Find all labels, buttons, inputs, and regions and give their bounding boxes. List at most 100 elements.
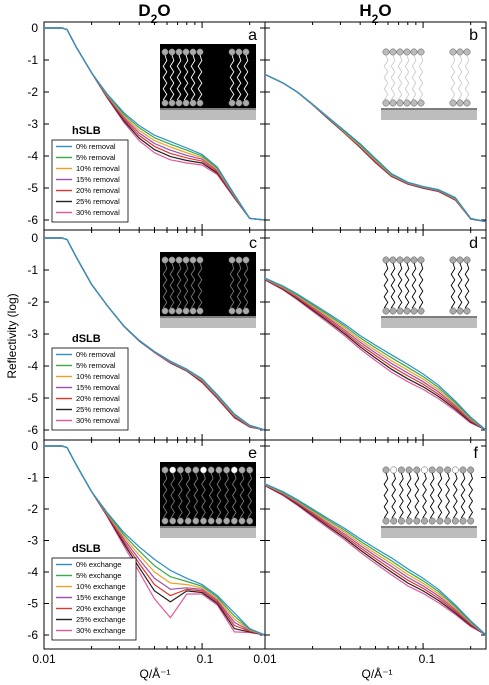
lipid-tail-icon [162,262,168,309]
legend-entry: 25% removal [76,405,120,414]
lipid-head-icon [161,307,169,315]
lipid-head-icon [463,99,471,107]
y-tick-label: -4 [27,565,38,579]
lipid-head-icon [428,517,436,525]
lipid-head-icon [463,256,471,264]
lipid-tail-icon [229,262,235,309]
lipid-head-icon [161,99,169,107]
legend-box [51,347,129,431]
lipid-tail-icon [399,472,404,519]
lipid-head-icon [168,256,176,264]
lipid-head-icon [436,517,444,525]
panel-d: d [264,229,487,441]
legend-entry: 25% removal [76,197,120,206]
substrate-oxide [160,526,256,528]
series-group [265,277,486,431]
lipid-head-icon [176,466,184,474]
lipid-tail-icon [178,472,183,519]
substrate-oxide [160,316,256,318]
lipid-head-icon [161,256,169,264]
lipid-tail-icon [429,472,435,519]
legend-entry: 20% removal [76,394,120,403]
lipid-tail-icon [437,472,443,519]
substrate-block [160,318,256,328]
lipid-tail-icon [176,262,182,309]
lipid-head-icon [228,256,236,264]
lipid-head-icon [223,517,231,525]
lipid-head-icon [242,256,250,264]
series-group [44,445,265,636]
legend-entry: 5% removal [76,361,116,370]
lipid-head-icon [456,307,464,315]
lipid-head-icon [246,466,254,474]
lipid-head-icon [389,48,397,56]
lipid-head-icon [169,517,177,525]
lipid-head-icon [242,307,250,315]
legend-entry: 0% removal [76,350,116,359]
legend-entry: 15% removal [76,383,120,392]
series-line-1 [265,483,486,636]
y-tick-label: -6 [27,423,38,437]
lipid-tail-icon [450,262,456,309]
lipid-tail-icon [464,54,470,101]
lipid-tail-icon [243,262,249,309]
series-line-0 [44,445,265,636]
lipid-head-icon [413,517,421,525]
lipid-head-icon [403,99,411,107]
legend-entry: 10% exchange [76,582,126,591]
y-tick-label: -5 [27,181,38,195]
legend-entry: 20% removal [76,186,120,195]
lipid-tail-icon [236,262,242,309]
lipid-tail-icon [397,262,403,309]
panel-letter: c [249,235,257,252]
lipid-tail-icon [390,54,396,101]
lipid-head-icon [417,307,425,315]
lipid-head-icon [389,99,397,107]
lipid-head-icon [196,48,204,56]
lipid-head-icon [382,256,390,264]
lipid-head-icon [230,466,238,474]
lipid-tail-icon [183,262,189,309]
lipid-tail-icon [208,472,214,519]
panel-f: f [264,439,487,650]
lipid-tail-icon [418,54,424,101]
lipid-head-icon [235,307,243,315]
group-label: dSLB [72,333,101,345]
lipid-head-icon [436,466,444,474]
lipid-tail-icon [391,472,397,519]
series-line-6 [265,485,486,636]
series-group [44,27,265,221]
y-tick-label: -5 [27,597,38,611]
lipid-head-icon [182,99,190,107]
lipid-tail-icon [239,472,245,519]
y-tick-label: -6 [27,628,38,642]
lipid-head-icon [382,466,390,474]
lipid-head-icon [405,517,413,525]
lipid-tail-icon [445,472,450,519]
lipid-tail-icon [229,54,235,101]
lipid-tail-icon [464,262,470,309]
lipid-head-icon [169,466,177,474]
series-line-6 [265,279,486,431]
panel-c: 0 -1 -2 -3 -4 -5 -6 c dSLB 0% removal 5% removal 10… [27,229,266,441]
lipid-head-icon [228,48,236,56]
lipid-head-icon [413,466,421,474]
panel-letter: e [248,445,257,462]
lipid-tail-icon [162,54,168,101]
lipid-head-icon [403,48,411,56]
lipid-head-icon [397,517,405,525]
lipid-tail-icon [190,262,196,309]
y-tick-label: -2 [27,85,38,99]
y-tick-label: 0 [31,439,38,453]
lipid-tail-icon [383,472,389,519]
y-tick-label: -2 [27,295,38,309]
lipid-head-icon [396,307,404,315]
lipid-head-icon [390,466,398,474]
series-line-3 [265,484,486,636]
lipid-tail-icon [236,54,242,101]
lipid-tail-icon [247,472,253,519]
lipid-head-icon [184,466,192,474]
lipid-head-icon [189,48,197,56]
lipid-head-icon [397,466,405,474]
lipid-tail-icon [190,54,196,101]
